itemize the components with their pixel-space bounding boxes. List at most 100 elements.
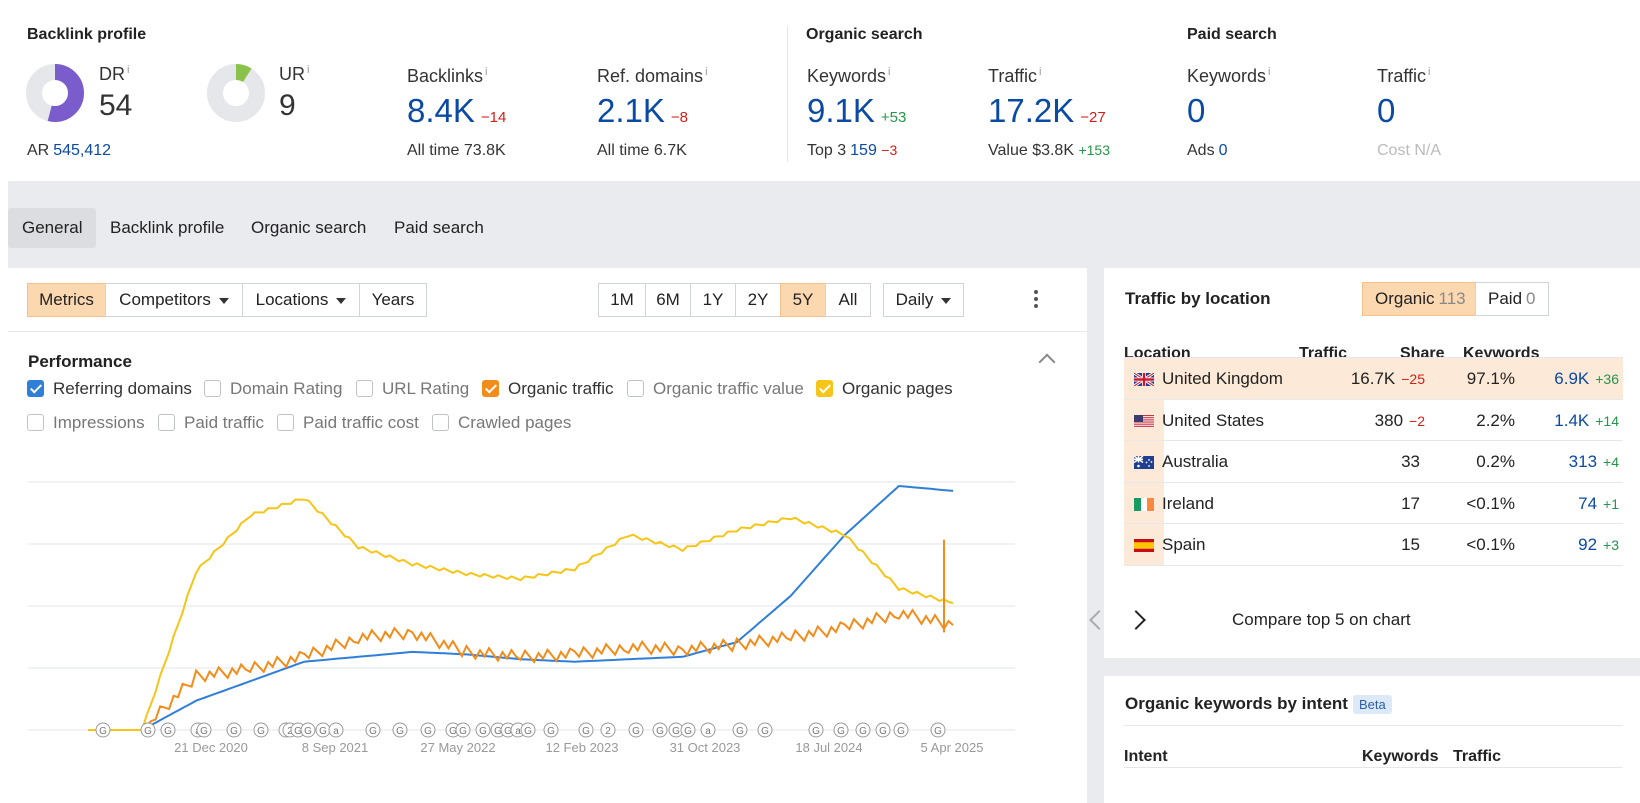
annotation-marker[interactable]: G (196, 722, 212, 738)
country-name[interactable]: Ireland (1162, 493, 1214, 513)
tab-organic-search[interactable]: Organic search (251, 218, 367, 237)
annotation-marker[interactable]: 2 (600, 722, 616, 738)
us-flag-icon (1134, 414, 1154, 428)
country-name[interactable]: United States (1162, 410, 1265, 430)
range-6m-button[interactable]: 6M (645, 283, 691, 317)
metrics-button[interactable]: Metrics (27, 283, 106, 317)
annotation-marker[interactable]: a (328, 722, 344, 738)
tab-backlink-profile[interactable]: Backlink profile (110, 218, 225, 237)
svg-text:a: a (333, 726, 339, 737)
organic-traffic-value[interactable]: 17.2K −27 (988, 92, 1106, 129)
svg-text:G: G (449, 726, 457, 737)
keywords-value[interactable]: 6.9K (1554, 369, 1590, 388)
annotation-marker[interactable]: G (855, 722, 871, 738)
table-row[interactable]: Spain 15 <0.1% 92 +3 (1124, 523, 1623, 566)
years-button[interactable]: Years (359, 283, 427, 317)
annotation-marker[interactable]: G (668, 722, 684, 738)
keywords-value[interactable]: 1.4K (1554, 410, 1590, 430)
range-2y-button[interactable]: 2Y (735, 283, 781, 317)
range-1m-button[interactable]: 1M (598, 283, 646, 317)
checkbox-url-rating[interactable]: URL Rating (356, 379, 469, 399)
checkbox-organic-pages[interactable]: Organic pages (816, 379, 953, 399)
checkbox-organic-traffic[interactable]: Organic traffic (482, 379, 614, 399)
country-name[interactable]: Spain (1162, 535, 1206, 554)
country-keywords[interactable]: 1.4K +14 (1554, 411, 1619, 431)
annotation-marker[interactable]: G (392, 722, 408, 738)
annotation-marker[interactable]: G (160, 722, 176, 738)
annotation-marker[interactable]: G (140, 722, 156, 738)
table-row[interactable]: Australia 33 0.2% 313 +4 (1124, 440, 1623, 483)
checkbox-organic-traffic-value[interactable]: Organic traffic value (627, 379, 804, 399)
interval-dropdown[interactable]: Daily (883, 283, 964, 317)
annotation-marker[interactable]: G (420, 722, 436, 738)
table-row[interactable]: Ireland 17 <0.1% 74 +1 (1124, 481, 1623, 525)
ads-link[interactable]: 0 (1218, 142, 1228, 159)
keywords-value[interactable]: 92 (1578, 535, 1598, 554)
checkbox-referring-domains[interactable]: Referring domains (27, 379, 192, 399)
competitors-dropdown[interactable]: Competitors (105, 283, 243, 317)
annotation-marker[interactable]: G (893, 722, 909, 738)
country-name[interactable]: United Kingdom (1162, 369, 1283, 388)
top3-link[interactable]: 159 (850, 142, 877, 159)
ar-value: AR 545,412 (27, 142, 112, 159)
annotation-marker[interactable]: G (628, 722, 644, 738)
paid-toggle[interactable]: Paid 0 (1475, 282, 1549, 316)
annotation-marker[interactable]: a (700, 722, 716, 738)
organic-search-title: Organic search (806, 26, 923, 43)
tab-general[interactable]: General (8, 208, 97, 248)
annotation-marker[interactable]: G (732, 722, 748, 738)
col-intent-traffic[interactable]: Traffic (1453, 748, 1502, 765)
range-5y-button[interactable]: 5Y (780, 283, 826, 317)
table-row[interactable]: United States 380 −2 2.2% 1.4K +14 (1124, 398, 1623, 442)
annotation-marker[interactable]: G (253, 722, 269, 738)
annotation-marker[interactable]: G (875, 722, 891, 738)
organic-keywords-value[interactable]: 9.1K +53 (807, 92, 907, 129)
keywords-value[interactable]: 74 (1578, 493, 1598, 513)
country-keywords[interactable]: 74 +1 (1578, 494, 1619, 514)
beta-badge: Beta (1353, 695, 1392, 714)
col-intent[interactable]: Intent (1124, 748, 1168, 765)
checkbox-impressions[interactable]: Impressions (27, 413, 145, 433)
annotation-marker[interactable]: G (520, 722, 536, 738)
table-row[interactable]: United Kingdom 16.7K −25 97.1% 6.9K +36 (1124, 357, 1623, 400)
range-all-button[interactable]: All (825, 283, 871, 317)
annotation-marker[interactable]: G (475, 722, 491, 738)
annotation-marker[interactable]: G (757, 722, 773, 738)
paid-traffic-value[interactable]: 0 (1377, 92, 1396, 129)
country-keywords[interactable]: 313 +4 (1569, 452, 1619, 472)
annotation-marker[interactable]: G (833, 722, 849, 738)
backlinks-value[interactable]: 8.4K −14 (407, 92, 507, 129)
annotation-marker[interactable]: G (652, 722, 668, 738)
ar-link[interactable]: 545,412 (53, 142, 112, 159)
range-1y-button[interactable]: 1Y (690, 283, 736, 317)
annotation-marker[interactable]: G (930, 722, 946, 738)
more-options-icon[interactable] (1033, 288, 1039, 312)
annotation-marker[interactable]: G (543, 722, 559, 738)
annotation-marker[interactable]: G (455, 722, 471, 738)
country-name[interactable]: Australia (1162, 452, 1229, 471)
col-intent-keywords[interactable]: Keywords (1362, 748, 1439, 765)
annotation-marker[interactable]: G (680, 722, 696, 738)
paid-keywords-value[interactable]: 0 (1187, 92, 1206, 129)
annotation-marker[interactable]: G (315, 722, 331, 738)
checkbox-paid-traffic-cost[interactable]: Paid traffic cost (277, 413, 419, 433)
country-keywords[interactable]: 92 +3 (1578, 535, 1619, 555)
tab-paid-search[interactable]: Paid search (394, 218, 484, 237)
organic-toggle[interactable]: Organic 113 (1362, 282, 1479, 316)
annotation-marker[interactable]: G (808, 722, 824, 738)
compare-top5-link[interactable]: Compare top 5 on chart (1232, 610, 1411, 629)
svg-text:2: 2 (605, 726, 611, 737)
annotation-marker[interactable]: G (300, 722, 316, 738)
checkbox-paid-traffic[interactable]: Paid traffic (158, 413, 264, 433)
x-tick-label: 27 May 2022 (420, 740, 495, 755)
checkbox-domain-rating[interactable]: Domain Rating (204, 379, 342, 399)
ref-domains-value[interactable]: 2.1K −8 (597, 92, 688, 129)
annotation-marker[interactable]: G (365, 722, 381, 738)
country-keywords[interactable]: 6.9K +36 (1554, 369, 1619, 389)
annotation-marker[interactable]: G (95, 722, 111, 738)
annotation-marker[interactable]: G (226, 722, 242, 738)
checkbox-crawled-pages[interactable]: Crawled pages (432, 413, 571, 433)
keywords-value[interactable]: 313 (1568, 452, 1598, 471)
annotation-marker[interactable]: G (578, 722, 594, 738)
locations-dropdown[interactable]: Locations (242, 283, 360, 317)
